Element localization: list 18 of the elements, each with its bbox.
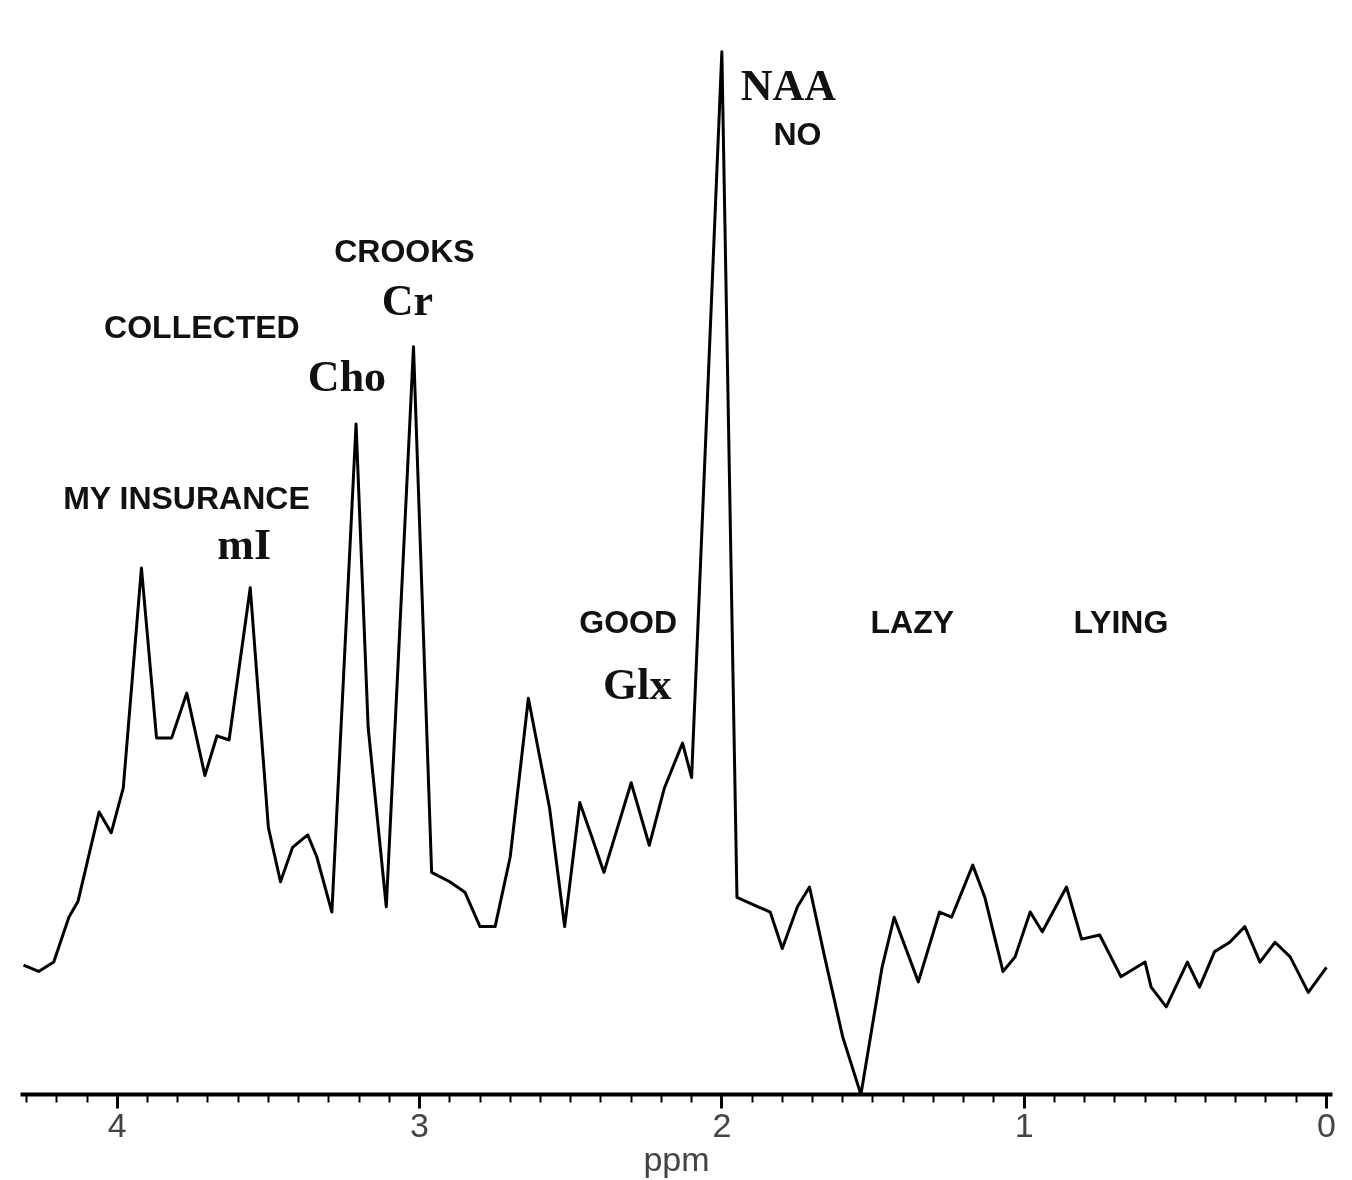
annotation: Cr: [381, 276, 434, 326]
x-tick-label: 1: [1014, 1105, 1034, 1144]
annotation: mI: [217, 520, 272, 570]
annotation: MY INSURANCE: [63, 480, 310, 517]
x-tick-label: 3: [410, 1105, 430, 1144]
annotation: Glx: [602, 660, 672, 710]
x-tick-label: 2: [712, 1105, 732, 1144]
annotation: LAZY: [870, 604, 955, 641]
x-tick-label: 4: [107, 1105, 127, 1144]
x-axis-title: ppm: [643, 1139, 710, 1178]
annotation: LYING: [1073, 604, 1169, 641]
annotation: NO: [773, 116, 822, 153]
annotation: COLLECTED: [104, 309, 300, 346]
annotation: GOOD: [579, 604, 678, 641]
annotation: Cho: [307, 351, 387, 401]
annotation: CROOKS: [334, 232, 475, 269]
x-tick-label: 0: [1317, 1105, 1336, 1144]
annotation: NAA: [740, 60, 837, 110]
